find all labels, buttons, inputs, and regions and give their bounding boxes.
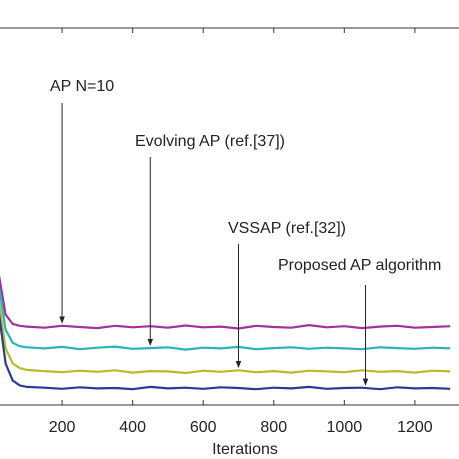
x-tick-label: 200: [49, 419, 76, 436]
annotation: VSSAP (ref.[32]): [228, 220, 346, 237]
x-tick-label: 600: [190, 419, 217, 436]
series-line: [0, 286, 451, 351]
x-tick-label: 400: [119, 419, 146, 436]
x-tick-label: 800: [260, 419, 287, 436]
x-axis-label: Iterations: [212, 441, 278, 458]
plot-area: [0, 274, 451, 391]
x-tick-label: 1200: [397, 419, 433, 436]
series-line: [0, 274, 451, 330]
series-line: [0, 312, 451, 391]
x-tick-label: 1000: [327, 419, 363, 436]
annotation: Proposed AP algorithm: [278, 257, 441, 274]
annotation: Evolving AP (ref.[37]): [135, 133, 285, 150]
series-line: [0, 301, 451, 375]
annotation: AP N=10: [50, 78, 114, 95]
